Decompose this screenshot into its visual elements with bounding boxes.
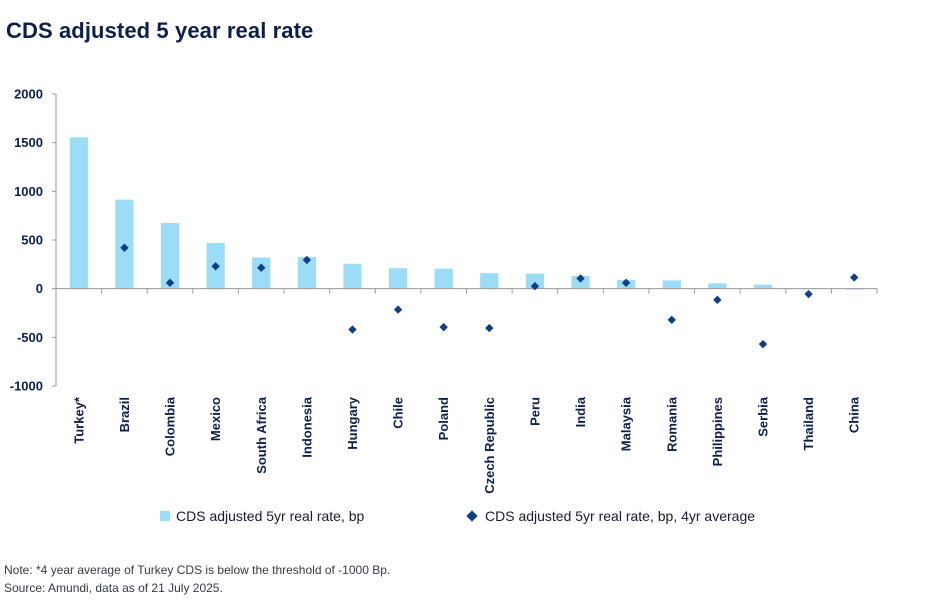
legend-bar-swatch [160, 511, 170, 521]
diamond-marker [348, 325, 357, 334]
y-tick-label: 500 [21, 233, 43, 248]
y-tick-label: 0 [36, 281, 43, 296]
legend-diamond-label: CDS adjusted 5yr real rate, bp, 4yr aver… [485, 508, 756, 524]
x-category-label: Chile [391, 397, 406, 429]
diamond-marker [257, 263, 266, 272]
x-category-label: Serbia [755, 396, 770, 437]
diamond-marker [120, 243, 129, 252]
bar [708, 283, 727, 289]
y-tick-label: 1000 [14, 184, 43, 199]
x-category-label: Czech Republic [482, 397, 497, 494]
x-category-label: Turkey* [71, 396, 86, 444]
y-tick-label: 1500 [14, 135, 43, 150]
diamond-marker [758, 339, 768, 349]
x-category-label: China [847, 396, 862, 433]
bar [480, 273, 499, 289]
y-tick-label: -500 [17, 330, 43, 345]
x-category-label: Colombia [163, 396, 178, 456]
x-category-label: Mexico [208, 397, 223, 441]
footnote-note: Note: *4 year average of Turkey CDS is b… [4, 563, 391, 577]
diamond-marker [439, 322, 448, 332]
x-category-label: Indonesia [299, 396, 314, 457]
diamond-marker [667, 315, 676, 325]
diamond-marker [804, 289, 813, 299]
diamond-marker [530, 282, 540, 291]
diamond-marker [713, 295, 722, 305]
diamond-marker [576, 274, 585, 283]
footnotes: Note: *4 year average of Turkey CDS is b… [4, 561, 390, 597]
x-category-label: Poland [436, 397, 451, 440]
bar [297, 257, 316, 289]
bar [343, 263, 362, 289]
diamond-marker [393, 305, 403, 314]
chart-title: CDS adjusted 5 year real rate [6, 18, 314, 43]
bar [662, 280, 681, 289]
legend-diamond-swatch [466, 510, 478, 522]
legend-item-bar: CDS adjusted 5yr real rate, bp [160, 508, 364, 524]
bar [69, 137, 88, 289]
bar [753, 284, 773, 289]
diamond-marker [849, 273, 859, 282]
x-category-label: Brazil [117, 397, 132, 432]
x-category-label: Peru [527, 397, 542, 426]
x-category-label: Thailand [801, 397, 816, 451]
bar [160, 222, 180, 289]
bar [845, 288, 864, 290]
x-category-label: Romania [664, 396, 679, 452]
diamond-marker [165, 278, 175, 288]
footnote-source: Source: Amundi, data as of 21 July 2025. [4, 581, 223, 595]
y-tick-label: 2000 [14, 87, 43, 102]
diamond-marker [211, 262, 220, 271]
legend-item-diamond: CDS adjusted 5yr real rate, bp, 4yr aver… [466, 508, 755, 524]
diamond-marker [485, 323, 494, 333]
bar [434, 268, 453, 289]
x-category-label: South Africa [254, 396, 269, 474]
x-category-label: Philippines [710, 397, 725, 466]
diamond-marker [302, 255, 312, 265]
x-category-label: Malaysia [619, 396, 634, 451]
x-category-label: Hungary [345, 396, 360, 450]
y-tick-label: -1000 [10, 379, 43, 394]
chart-legend: CDS adjusted 5yr real rate, bp CDS adjus… [160, 508, 860, 528]
bar [252, 257, 271, 289]
x-category-label: India [573, 396, 588, 427]
diamond-marker [621, 278, 631, 288]
bar [388, 268, 408, 289]
bar [525, 273, 545, 289]
chart-plot: 2000 1500 1000 500 0 -500 -1000 Turkey* Brazil Co… [10, 87, 878, 494]
legend-bar-label: CDS adjusted 5yr real rate, bp [176, 508, 365, 524]
